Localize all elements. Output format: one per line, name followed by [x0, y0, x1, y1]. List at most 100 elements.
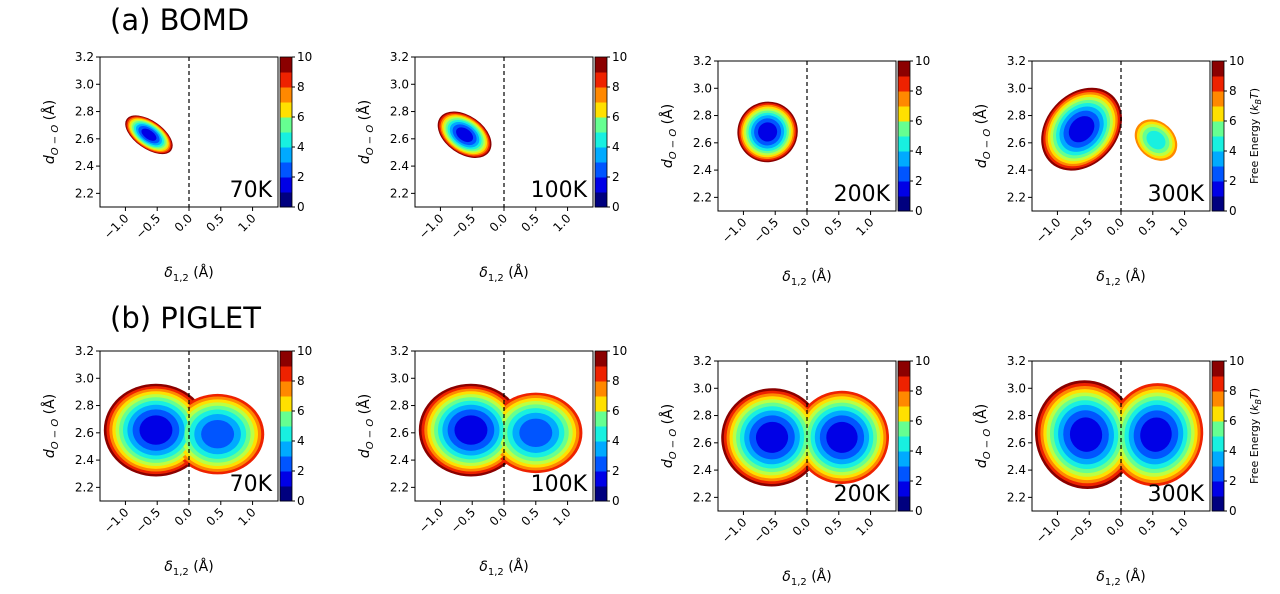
colorbar-segment-5: [280, 411, 292, 427]
colorbar-tick-label: 6: [1229, 114, 1237, 128]
colorbar-tick-label: 6: [612, 110, 620, 124]
colorbar-tick-label: 8: [915, 84, 923, 98]
colorbar-segment-1: [280, 471, 292, 487]
y-tick-label: 3.0: [693, 381, 712, 395]
temperature-label: 100K: [531, 178, 588, 203]
colorbar-segment-1: [898, 481, 910, 497]
x-tick-label: −0.5: [1065, 515, 1096, 546]
x-tick-label: −0.5: [448, 505, 479, 536]
colorbar-tick-label: 4: [297, 140, 305, 154]
colorbar: 0 2 4 6 8 10 Free Energy (kBT): [1211, 354, 1263, 518]
x-tick-label: 0.5: [204, 505, 227, 528]
x-tick-label: −0.5: [133, 211, 164, 242]
x-tick-label: −1.0: [719, 515, 750, 546]
colorbar-tick-label: 4: [915, 444, 923, 458]
colorbar-label: Free Energy (kBT): [1248, 88, 1263, 184]
x-tick-label: 1.0: [853, 515, 876, 538]
x-tick-label: 0.5: [519, 211, 542, 234]
y-tick-label: 2.4: [390, 453, 409, 467]
colorbar-segment-6: [898, 406, 910, 422]
y-tick-label: 2.6: [75, 132, 94, 146]
colorbar-tick-label: 0: [612, 494, 620, 508]
colorbar-tick-label: 0: [1229, 204, 1237, 218]
row-title-piglet: (b) PIGLET: [110, 301, 261, 335]
colorbar-tick-label: 10: [1229, 354, 1244, 368]
x-tick-label: 0.5: [822, 215, 845, 238]
colorbar-segment-9: [1212, 61, 1224, 77]
colorbar-segment-1: [1212, 181, 1224, 197]
y-axis-label: dO − O (Å): [41, 394, 61, 458]
colorbar-tick-label: 4: [612, 140, 620, 154]
x-axis-label: δ1,2 (Å): [1096, 268, 1145, 288]
y-tick-label: 3.0: [1007, 381, 1026, 395]
y-axis-label: dO − O (Å): [973, 404, 993, 468]
colorbar-tick-label: 0: [297, 200, 305, 214]
panel-piglet-200k: 2.2 2.4 2.6 2.8 3.0 3.2 −1.0 −0.5 0.0 0.5 1.0 δ1,2 …: [659, 354, 930, 588]
colorbar: 0 2 4 6 8 10: [279, 344, 312, 508]
x-axis-label: δ1,2 (Å): [164, 264, 213, 284]
colorbar-tick-label: 8: [297, 80, 305, 94]
y-tick-label: 3.2: [75, 344, 94, 358]
colorbar-tick-label: 6: [915, 414, 923, 428]
y-tick-label: 2.8: [693, 409, 712, 423]
colorbar-segment-5: [595, 117, 607, 133]
x-tick-label: −0.5: [448, 211, 479, 242]
x-tick-label: 0.5: [822, 515, 845, 538]
y-tick-label: 2.2: [75, 186, 94, 200]
colorbar-tick-label: 6: [915, 114, 923, 128]
colorbar-tick-label: 6: [297, 404, 305, 418]
x-tick-label: −1.0: [1033, 515, 1064, 546]
y-tick-label: 2.8: [75, 399, 94, 413]
x-tick-label: 0.0: [487, 505, 510, 528]
colorbar-segment-8: [595, 72, 607, 88]
y-tick-label: 3.0: [75, 371, 94, 385]
colorbar-segment-9: [595, 57, 607, 73]
colorbar-segment-3: [898, 151, 910, 167]
colorbar-segment-2: [898, 466, 910, 482]
colorbar-tick-label: 2: [915, 174, 923, 188]
y-tick-label: 2.2: [390, 186, 409, 200]
x-tick-label: 0.0: [1104, 215, 1127, 238]
x-tick-label: 0.0: [790, 515, 813, 538]
colorbar-tick-label: 8: [1229, 384, 1237, 398]
colorbar-tick-label: 8: [1229, 84, 1237, 98]
colorbar-segment-7: [595, 87, 607, 103]
x-tick-label: 0.0: [487, 211, 510, 234]
colorbar-segment-5: [1212, 121, 1224, 137]
y-tick-label: 2.6: [1007, 436, 1026, 450]
colorbar-segment-9: [1212, 361, 1224, 377]
colorbar-tick-label: 0: [297, 494, 305, 508]
y-tick-label: 2.6: [390, 426, 409, 440]
y-axis-label: dO − O (Å): [659, 404, 679, 468]
y-tick-label: 2.6: [75, 426, 94, 440]
colorbar-segment-5: [595, 411, 607, 427]
colorbar-segment-5: [898, 121, 910, 137]
colorbar-segment-5: [1212, 421, 1224, 437]
contour-level-1-well-0: [758, 122, 778, 142]
y-tick-label: 3.2: [1007, 54, 1026, 68]
temperature-label: 100K: [531, 472, 588, 497]
colorbar-tick-label: 4: [915, 144, 923, 158]
colorbar-segment-6: [280, 102, 292, 118]
y-tick-label: 2.4: [1007, 463, 1026, 477]
colorbar-segment-4: [1212, 436, 1224, 452]
colorbar-segment-9: [898, 361, 910, 377]
contour-level-1-well-1: [826, 421, 858, 453]
colorbar-tick-label: 8: [612, 80, 620, 94]
x-tick-label: 0.0: [1104, 515, 1127, 538]
colorbar-segment-0: [280, 192, 292, 208]
y-tick-label: 3.0: [693, 81, 712, 95]
colorbar-segment-1: [1212, 481, 1224, 497]
colorbar-segment-8: [1212, 76, 1224, 92]
colorbar-segment-5: [898, 421, 910, 437]
colorbar-segment-1: [595, 177, 607, 193]
panel-bomd-300k: 2.2 2.4 2.6 2.8 3.0 3.2 −1.0 −0.5 0.0 0.5 1.0 δ1,2 …: [973, 54, 1263, 288]
y-axis-label: dO − O (Å): [356, 394, 376, 458]
colorbar-segment-2: [595, 456, 607, 472]
colorbar-segment-6: [280, 396, 292, 412]
y-tick-label: 3.2: [390, 50, 409, 64]
colorbar-tick-label: 4: [1229, 144, 1237, 158]
y-tick-label: 2.8: [1007, 409, 1026, 423]
x-axis-label: δ1,2 (Å): [782, 568, 831, 588]
